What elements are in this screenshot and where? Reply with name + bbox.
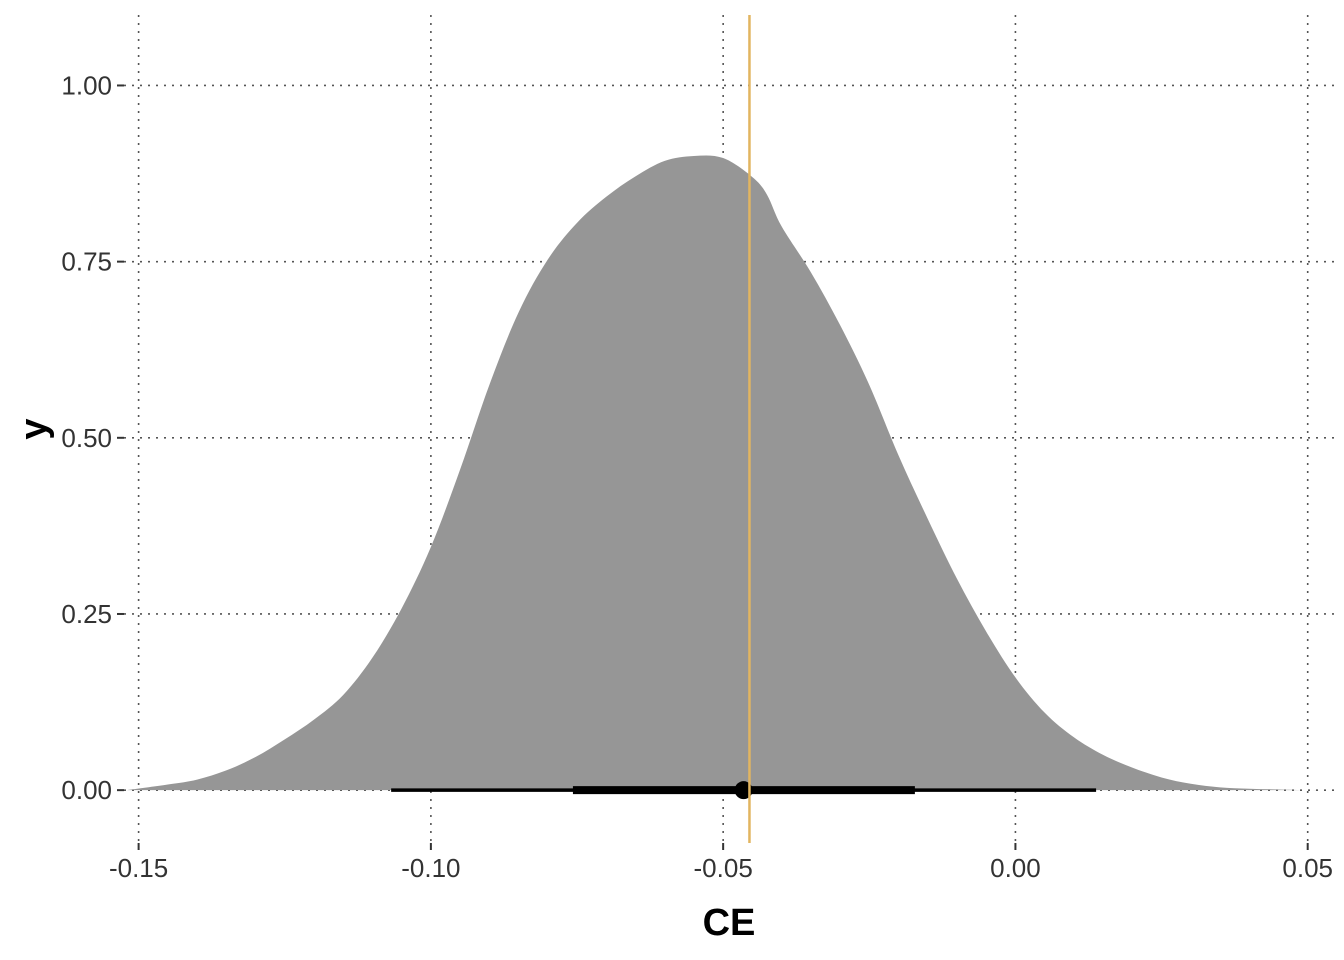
point-estimate-marker bbox=[734, 781, 753, 800]
y-axis-title: y bbox=[13, 418, 55, 439]
y-tick-label: 1.00 bbox=[61, 70, 112, 100]
x-tick-label: 0.05 bbox=[1282, 853, 1333, 883]
x-tick-label: -0.10 bbox=[401, 853, 460, 883]
x-axis-title: CE bbox=[703, 902, 756, 944]
axis-layer: 0.00 0.25 0.50 0.75 1.00 -0.15 -0.10 -0.05 0.00 0… bbox=[61, 70, 1333, 883]
x-tick-label: 0.00 bbox=[990, 853, 1041, 883]
x-tick-label: -0.15 bbox=[109, 853, 168, 883]
x-tick-label: -0.05 bbox=[694, 853, 753, 883]
y-tick-label: 0.00 bbox=[61, 775, 112, 805]
y-tick-label: 0.50 bbox=[61, 423, 112, 453]
y-tick-label: 0.25 bbox=[61, 599, 112, 629]
y-tick-label: 0.75 bbox=[61, 247, 112, 277]
density-area bbox=[126, 155, 1332, 791]
data-layer bbox=[126, 15, 1332, 843]
